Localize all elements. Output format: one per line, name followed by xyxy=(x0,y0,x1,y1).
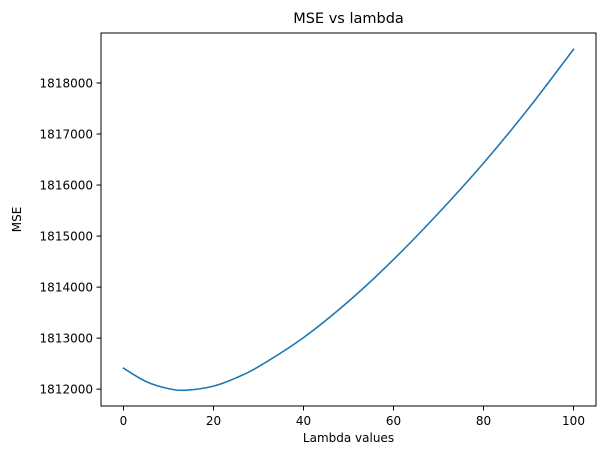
y-tick-label: 1816000 xyxy=(40,179,93,193)
chart-title: MSE vs lambda xyxy=(293,11,404,27)
x-tick-label: 60 xyxy=(386,414,401,428)
x-tick-label: 20 xyxy=(206,414,221,428)
y-tick-label: 1815000 xyxy=(40,230,93,244)
axes-frame xyxy=(100,32,597,407)
y-tick-label: 1814000 xyxy=(40,281,93,295)
x-tick-label: 100 xyxy=(562,414,585,428)
x-axis-label: Lambda values xyxy=(303,431,394,445)
plot-area xyxy=(122,48,575,392)
series-line-0 xyxy=(122,48,575,392)
y-tick-label: 1812000 xyxy=(40,383,93,397)
x-tick-label: 0 xyxy=(120,414,128,428)
y-tick-label: 1813000 xyxy=(40,332,93,346)
x-tick-label: 40 xyxy=(296,414,311,428)
y-tick-label: 1817000 xyxy=(40,128,93,142)
y-axis-label: MSE xyxy=(10,207,24,233)
x-tick-label: 80 xyxy=(476,414,491,428)
y-tick-label: 1818000 xyxy=(40,77,93,91)
x-axis: 0 20 40 60 80 100 xyxy=(120,406,585,428)
y-axis: 1812000 1813000 1814000 1815000 1816000 18170… xyxy=(40,77,101,397)
